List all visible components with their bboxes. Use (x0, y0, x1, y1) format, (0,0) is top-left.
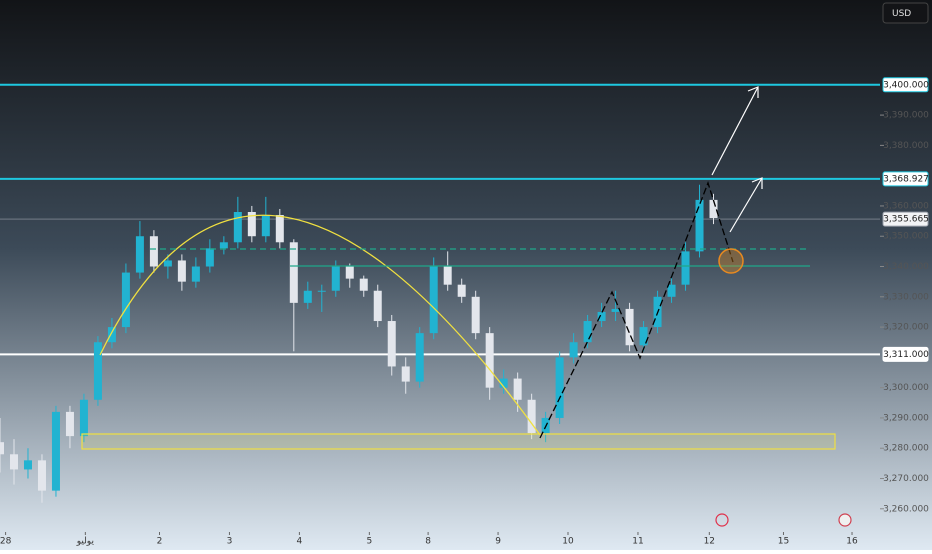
candle-body (247, 212, 256, 237)
level-box (882, 211, 929, 227)
candle-body (191, 266, 200, 282)
level-label: 3,311.000 (883, 350, 929, 360)
x-tick-label: 4 (297, 537, 303, 547)
x-tick-label: 3 (227, 537, 233, 547)
x-tick-label: 28 (0, 537, 12, 547)
drawings (81, 86, 852, 527)
y-tick-label: 3,290.000 (883, 413, 929, 423)
candle-body (373, 290, 382, 322)
candle-body (695, 199, 704, 252)
candle-body (597, 311, 606, 322)
y-tick-label: 3,350.000 (883, 232, 929, 242)
candle-body (261, 215, 270, 237)
x-tick-label: 15 (778, 537, 789, 547)
candle-body (289, 242, 298, 303)
candle-body (345, 266, 354, 279)
candle-body (79, 399, 88, 437)
candle-body (93, 342, 102, 400)
candle-body (401, 366, 410, 382)
candle-body (9, 454, 18, 470)
level-box (882, 77, 929, 93)
candle-body (149, 236, 158, 267)
candle-body (37, 460, 46, 491)
highlight (718, 248, 744, 274)
y-tick-label: 3,270.000 (883, 474, 929, 484)
candle-body (359, 278, 368, 291)
candle-body (177, 260, 186, 282)
x-tick-label: 12 (704, 537, 715, 547)
x-tick-label: 5 (366, 537, 372, 547)
y-tick-label: 3,280.000 (883, 444, 929, 454)
y-tick-label: 3,320.000 (883, 323, 929, 333)
level-label: 3,355.665 (883, 215, 929, 225)
candle-body (387, 321, 396, 367)
zone (81, 433, 836, 450)
candle-body (331, 266, 340, 291)
candle-body (0, 442, 4, 455)
event-icon (715, 513, 729, 527)
candle-body (499, 378, 508, 388)
candle-body (303, 290, 312, 303)
candle-body (65, 411, 74, 437)
y-tick-label: 3,260.000 (883, 504, 929, 514)
candle-body (709, 199, 718, 219)
x-tick-label: 8 (425, 537, 431, 547)
candle-body (457, 284, 466, 297)
candle-body (233, 212, 242, 243)
candle-body (415, 333, 424, 382)
arrow (729, 177, 763, 233)
candle-body (121, 272, 130, 328)
level-box (882, 346, 929, 362)
candle-body (23, 460, 32, 470)
candle-body (317, 290, 326, 292)
candle-body (681, 251, 690, 285)
candle-body (219, 242, 228, 249)
y-tick-label: 3,330.000 (883, 292, 929, 302)
x-tick-label: 2 (157, 537, 163, 547)
candle-body (471, 296, 480, 334)
candle-body (205, 248, 214, 267)
candle-body (527, 399, 536, 434)
candle-body (275, 215, 284, 243)
arrow-head (747, 86, 759, 98)
x-tick-label: 11 (632, 537, 643, 547)
candle-body (513, 378, 522, 400)
currency-label: USD (892, 9, 911, 19)
candle-body (611, 308, 620, 312)
candle-body (107, 327, 116, 343)
candle-body (625, 308, 634, 346)
x-tick-label: يوليو (76, 537, 95, 547)
x-tick-label: 10 (562, 537, 574, 547)
candle-body (583, 321, 592, 343)
candle-body (555, 357, 564, 418)
candle-body (639, 327, 648, 346)
candle-body (163, 260, 172, 267)
level-label: 3,368.927 (883, 174, 929, 184)
x-tick-label: 9 (495, 537, 501, 547)
zigzag (539, 181, 734, 439)
x-tick-label: 16 (846, 537, 858, 547)
candle-body (51, 411, 60, 491)
y-tick-label: 3,300.000 (883, 383, 929, 393)
y-tick-label: 3,380.000 (883, 141, 929, 151)
candle-body (135, 236, 144, 273)
y-tick-label: 3,360.000 (883, 201, 929, 211)
candle-body (429, 266, 438, 334)
level-box (882, 171, 929, 187)
arrow (711, 86, 759, 176)
currency-button[interactable] (882, 2, 929, 24)
flag-icon (838, 513, 852, 527)
y-tick-label: 3,390.000 (883, 111, 929, 121)
arc (99, 214, 541, 436)
y-tick-label: 3,340.000 (883, 262, 929, 272)
candle-body (485, 333, 494, 388)
candle-body (443, 266, 452, 285)
arrow-head (751, 177, 763, 189)
level-label: 3,400.000 (883, 80, 929, 90)
candle-body (569, 342, 578, 358)
candle-body (667, 284, 676, 297)
